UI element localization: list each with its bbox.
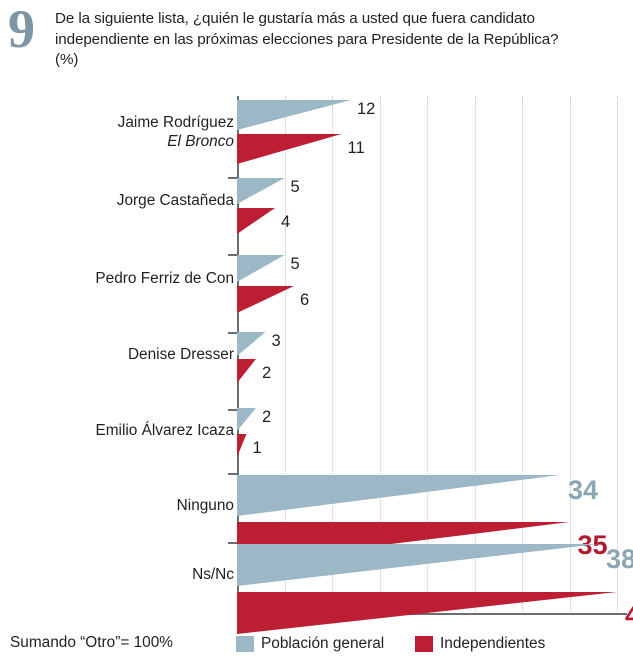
question-title: De la siguiente lista, ¿quién le gustarí…	[55, 10, 559, 48]
legend-label-independientes: Independientes	[440, 635, 546, 652]
bar-poblacion-general	[237, 475, 560, 516]
gridline-40	[617, 96, 618, 614]
category-label: Jorge Castañeda	[117, 192, 234, 211]
legend-swatch-blue	[236, 636, 254, 652]
bar-shape-blue	[237, 255, 285, 282]
gridline-25	[474, 96, 476, 614]
legend-swatch-red	[415, 636, 433, 652]
question-text: De la siguiente lista, ¿quién le gustarí…	[55, 9, 630, 71]
value-label-poblacion-general: 2	[262, 408, 272, 426]
category-label-line2: El Bronco	[167, 132, 234, 150]
gridline-15	[379, 96, 381, 614]
category-label-line1: Ns/Nc	[192, 566, 234, 583]
bar-shape-red	[237, 286, 294, 313]
bar-poblacion-general	[237, 255, 285, 282]
category-label: Emilio Álvarez Icaza	[95, 422, 234, 441]
value-label-poblacion-general: 12	[357, 100, 376, 118]
bar-poblacion-general	[237, 100, 351, 130]
value-label-poblacion-general: 5	[290, 255, 300, 273]
bar-shape-red	[237, 134, 342, 164]
bar-shape-red	[237, 592, 617, 634]
axis-tick-1	[228, 254, 238, 256]
bar-independientes	[237, 434, 247, 457]
category-label: Jaime Rodríguez El Bronco	[118, 114, 234, 151]
category-label: Ns/Nc	[192, 566, 234, 585]
category-label-line1: Emilio Álvarez Icaza	[95, 422, 234, 439]
value-label-poblacion-general: 38	[606, 544, 633, 574]
value-label-independientes: 6	[300, 291, 310, 309]
category-label: Ninguno	[177, 497, 234, 516]
gridline-5	[284, 96, 286, 614]
value-label-independientes: 2	[262, 364, 272, 382]
category-label-line1: Jorge Castañeda	[116, 192, 234, 209]
gridline-10	[332, 96, 333, 614]
category-label-line1: Ninguno	[176, 497, 234, 514]
category-label: Pedro Ferriz de Con	[95, 270, 234, 289]
gridline-20	[427, 96, 428, 614]
legend-label-poblacion-general: Población general	[261, 635, 385, 652]
bar-poblacion-general	[237, 178, 285, 204]
bar-poblacion-general	[237, 544, 598, 586]
gridline-30	[522, 96, 523, 614]
bar-shape-blue	[237, 178, 285, 204]
value-label-poblacion-general: 3	[271, 332, 281, 350]
question-number: 9	[8, 0, 35, 59]
bar-poblacion-general	[237, 332, 266, 356]
question-unit: (%)	[55, 51, 79, 68]
bar-shape-blue	[237, 332, 266, 356]
category-label-line1: Denise Dresser	[127, 346, 234, 363]
bar-shape-blue	[237, 408, 256, 431]
category-label: Denise Dresser	[128, 346, 234, 365]
axis-tick-4	[228, 473, 238, 475]
bar-shape-blue	[237, 475, 560, 516]
category-label-line1: Jaime Rodríguez	[117, 114, 234, 131]
value-label-poblacion-general: 34	[568, 475, 599, 505]
value-label-independientes: 40	[625, 600, 633, 630]
bar-shape-red	[237, 208, 275, 234]
bar-shape-red	[237, 359, 256, 383]
bar-poblacion-general	[237, 408, 256, 431]
bar-shape-blue	[237, 100, 351, 130]
chart-header: 9 De la siguiente lista, ¿quién le gusta…	[0, 0, 633, 92]
chart-plot-area: Jaime Rodríguez El Bronco 12 11 Jorge Castañ…	[0, 92, 633, 634]
bar-independientes	[237, 286, 294, 313]
bar-independientes	[237, 592, 617, 634]
axis-tick-0	[228, 177, 238, 179]
axis-tick-2	[228, 332, 238, 334]
value-label-independientes: 4	[281, 213, 291, 231]
bar-shape-red	[237, 434, 247, 457]
gridline-35	[569, 96, 571, 614]
bar-shape-blue	[237, 544, 598, 586]
value-label-poblacion-general: 5	[290, 178, 300, 196]
chart-footer: Sumando “Otro”= 100% Población general I…	[0, 626, 633, 665]
bar-independientes	[237, 359, 256, 383]
bar-independientes	[237, 208, 275, 234]
footnote: Sumando “Otro”= 100%	[10, 634, 173, 651]
value-label-independientes: 11	[347, 139, 365, 157]
x-axis-baseline	[237, 613, 627, 615]
axis-tick-3	[228, 409, 238, 411]
value-label-independientes: 1	[252, 439, 262, 457]
bar-independientes	[237, 134, 342, 164]
axis-tick-5	[228, 542, 238, 544]
category-label-line1: Pedro Ferriz de Con	[95, 270, 234, 287]
